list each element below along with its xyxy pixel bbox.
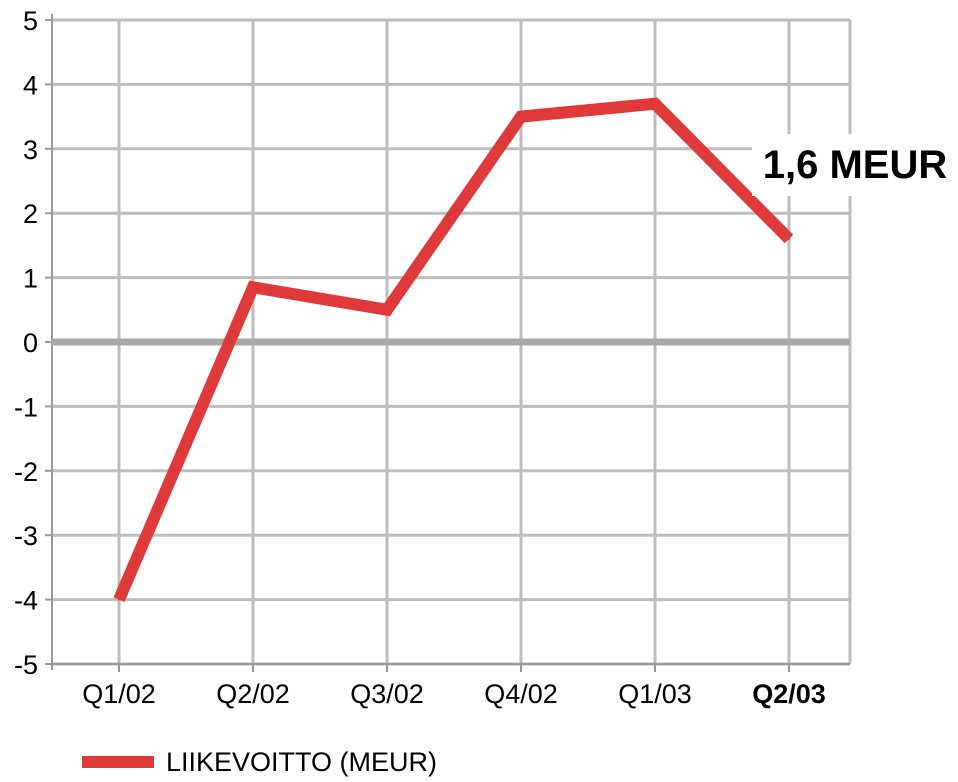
y-tick-label: -5 xyxy=(14,650,38,680)
x-tick-label: Q1/02 xyxy=(82,679,156,709)
line-chart: -5 -4 -3 -2 -1 0 1 2 3 4 5 Q1/02 Q2/02 Q3/02 Q4/02 Q1/0… xyxy=(14,6,948,709)
x-tick-label: Q1/03 xyxy=(618,679,692,709)
x-tick-label: Q2/02 xyxy=(216,679,290,709)
legend-swatch xyxy=(82,756,154,768)
legend-label: LIIKEVOITTO (MEUR) xyxy=(166,746,438,777)
y-tick-label: -2 xyxy=(14,457,38,487)
y-tick-label: 3 xyxy=(23,135,38,165)
y-tick-label: -3 xyxy=(14,521,38,551)
data-point xyxy=(252,286,254,289)
y-tick-label: 4 xyxy=(23,70,38,100)
tick-labels: -5 -4 -3 -2 -1 0 1 2 3 4 5 Q1/02 Q2/02 Q3/02 Q4/02 Q1/0… xyxy=(14,6,826,709)
series-line xyxy=(113,97,794,602)
y-tick-label: 1 xyxy=(23,264,38,294)
y-tick-label: -1 xyxy=(14,392,38,422)
data-point xyxy=(654,102,656,105)
x-tick-label: Q4/02 xyxy=(484,679,558,709)
data-point xyxy=(520,115,522,118)
grid xyxy=(45,14,852,672)
x-tick-label: Q3/02 xyxy=(350,679,424,709)
x-tick-label: Q2/03 xyxy=(752,679,826,709)
data-point xyxy=(386,308,388,311)
series xyxy=(113,97,794,602)
legend: LIIKEVOITTO (MEUR) xyxy=(82,742,437,782)
y-tick-label: 5 xyxy=(23,6,38,36)
y-tick-label: -4 xyxy=(14,586,38,616)
data-point xyxy=(788,237,790,240)
value-annotation: 1,6 MEUR xyxy=(763,143,948,187)
annotation-background xyxy=(752,134,948,196)
y-tick-label: 0 xyxy=(23,328,38,358)
data-point xyxy=(118,598,120,601)
y-tick-label: 2 xyxy=(23,199,38,229)
